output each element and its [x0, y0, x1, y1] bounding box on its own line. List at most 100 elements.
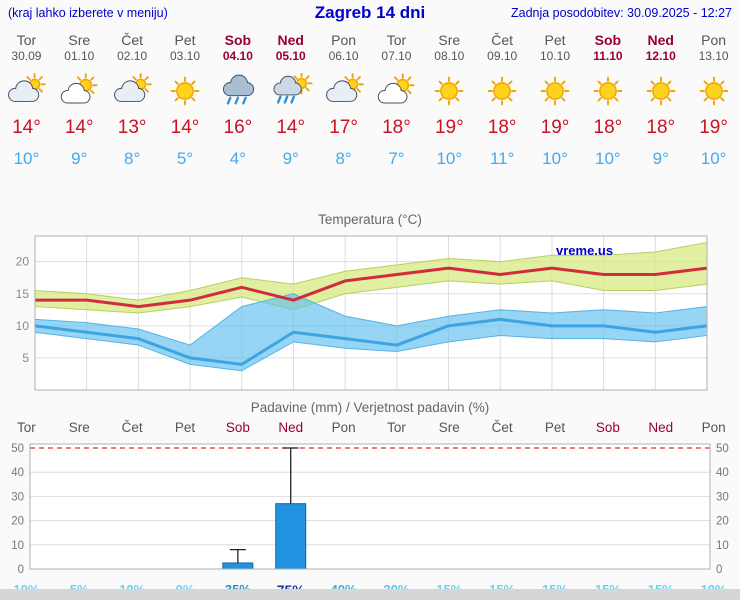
day-date: 08.10 — [434, 49, 465, 63]
sun-rain-icon — [273, 73, 313, 104]
svg-text:50: 50 — [11, 443, 24, 455]
day-name: Sre — [68, 32, 91, 48]
partly-cloudy-icon — [378, 73, 416, 104]
svg-text:30: 30 — [11, 491, 24, 503]
precip-axis-day: Pet — [174, 420, 196, 435]
footer-bar — [0, 589, 740, 600]
day-column: Čet 02.10 13° 8° — [106, 28, 159, 170]
sunny-icon — [170, 76, 200, 106]
precip-axis-day: Pet — [544, 420, 566, 435]
day-name: Pet — [174, 32, 196, 48]
day-name: Sob — [224, 32, 252, 48]
day-date: 06.10 — [328, 49, 359, 63]
precip-bar — [222, 562, 254, 570]
day-name: Čet — [491, 32, 514, 48]
mostly-cloudy-icon — [325, 73, 364, 102]
day-name: Pon — [331, 32, 357, 48]
low-temp: 8° — [335, 149, 352, 168]
weather-icon — [423, 69, 476, 113]
weather-icon — [211, 69, 264, 113]
day-date: 07.10 — [381, 49, 412, 63]
low-temp: 10° — [595, 149, 621, 168]
day-column: Sob 11.10 18° 10° — [581, 28, 634, 170]
svg-text:40: 40 — [11, 467, 24, 479]
low-temp: 8° — [124, 149, 141, 168]
day-column: Pet 10.10 19° 10° — [529, 28, 582, 170]
precip-axis-day: Pon — [701, 420, 726, 435]
mostly-cloudy-icon — [114, 73, 152, 102]
precip-axis-day: Sob — [595, 420, 620, 435]
day-date: 30.09 — [11, 49, 42, 63]
day-name: Tor — [16, 32, 37, 48]
precip-day-axis: Tor Sre Čet Pet Sob Ned Pon Tor Sre Čet Pet Sob Ned P… — [0, 418, 740, 438]
day-column: Ned 12.10 18° 9° — [634, 28, 687, 170]
day-column: Tor 30.09 14° 10° — [0, 28, 53, 170]
weather-icon — [370, 69, 423, 113]
day-date: 12.10 — [645, 49, 676, 63]
day-date: 11.10 — [593, 49, 623, 63]
high-temp: 18° — [382, 117, 411, 138]
high-temp: 17° — [329, 117, 358, 138]
day-date: 01.10 — [64, 49, 95, 63]
high-temp: 14° — [12, 117, 41, 138]
low-temp: 7° — [388, 149, 405, 168]
weather-icon — [106, 69, 159, 113]
sunny-icon — [699, 76, 728, 106]
sunny-icon — [646, 76, 676, 106]
weather-icon — [53, 69, 106, 113]
weather-icon — [529, 69, 582, 113]
weather-icon — [264, 69, 317, 113]
precip-axis-day: Pon — [331, 420, 356, 435]
precip-axis-day: Sre — [68, 420, 90, 435]
weather-icon — [159, 69, 212, 113]
low-temp: 9° — [652, 149, 669, 168]
precipitation-chart-title: Padavine (mm) / Verjetnost padavin (%) — [250, 400, 490, 415]
day-name: Sre — [438, 32, 461, 48]
temperature-section: Temperatura (°C) 5 10 15 20 vreme.us — [0, 210, 740, 401]
day-name: Čet — [121, 32, 144, 48]
high-temp: 19° — [540, 117, 570, 138]
header-note: (kraj lahko izberete v meniju) — [8, 6, 168, 20]
sunny-icon — [434, 76, 464, 106]
high-temp: 14° — [170, 117, 200, 138]
precip-axis-day: Čet — [491, 420, 513, 435]
high-temp: 19° — [434, 117, 464, 138]
weather-icon — [581, 69, 634, 113]
temperature-chart: 5 10 15 20 vreme.us — [16, 235, 708, 391]
svg-text:5: 5 — [22, 351, 29, 365]
high-temp: 14° — [276, 117, 306, 138]
low-temp: 10° — [542, 149, 568, 168]
high-temp: 18° — [487, 117, 517, 138]
day-column: Sre 08.10 19° 10° — [423, 28, 476, 170]
weather-icon — [634, 69, 687, 113]
forecast-days-strip: Tor 30.09 14° 10° Sre 01.10 14° 9° Čet 02.10 13° 8°… — [0, 28, 740, 170]
watermark-vreme-us: vreme.us — [556, 243, 613, 258]
weather-icon — [317, 69, 370, 113]
rain-icon — [222, 74, 254, 105]
last-updated: Zadnja posodobitev: 30.09.2025 - 12:27 — [510, 6, 732, 20]
sunny-icon — [593, 76, 623, 106]
low-temp: 5° — [176, 149, 194, 168]
svg-text:20: 20 — [716, 516, 729, 528]
day-column: Pon 06.10 17° 8° — [317, 28, 370, 170]
svg-text:40: 40 — [716, 467, 729, 479]
day-name: Sob — [594, 32, 622, 48]
svg-text:0: 0 — [716, 564, 722, 576]
svg-text:10: 10 — [16, 319, 30, 333]
day-name: Ned — [277, 32, 304, 48]
high-temp: 18° — [593, 117, 623, 138]
high-temp: 13° — [117, 117, 147, 138]
low-temp: 10° — [700, 149, 727, 168]
precip-axis-day: Ned — [278, 420, 304, 435]
svg-text:20: 20 — [16, 255, 30, 269]
precip-axis-day: Tor — [387, 420, 406, 435]
precipitation-section: Padavine (mm) / Verjetnost padavin (%) T… — [0, 398, 740, 598]
day-date: 03.10 — [169, 49, 201, 63]
mostly-cloudy-icon — [8, 73, 47, 102]
low-temp: 11° — [489, 149, 515, 168]
day-name: Pet — [544, 32, 566, 48]
day-column: Tor 07.10 18° 7° — [370, 28, 423, 170]
day-column: Sob 04.10 16° 4° — [211, 28, 264, 170]
precip-axis-day: Ned — [648, 420, 674, 435]
